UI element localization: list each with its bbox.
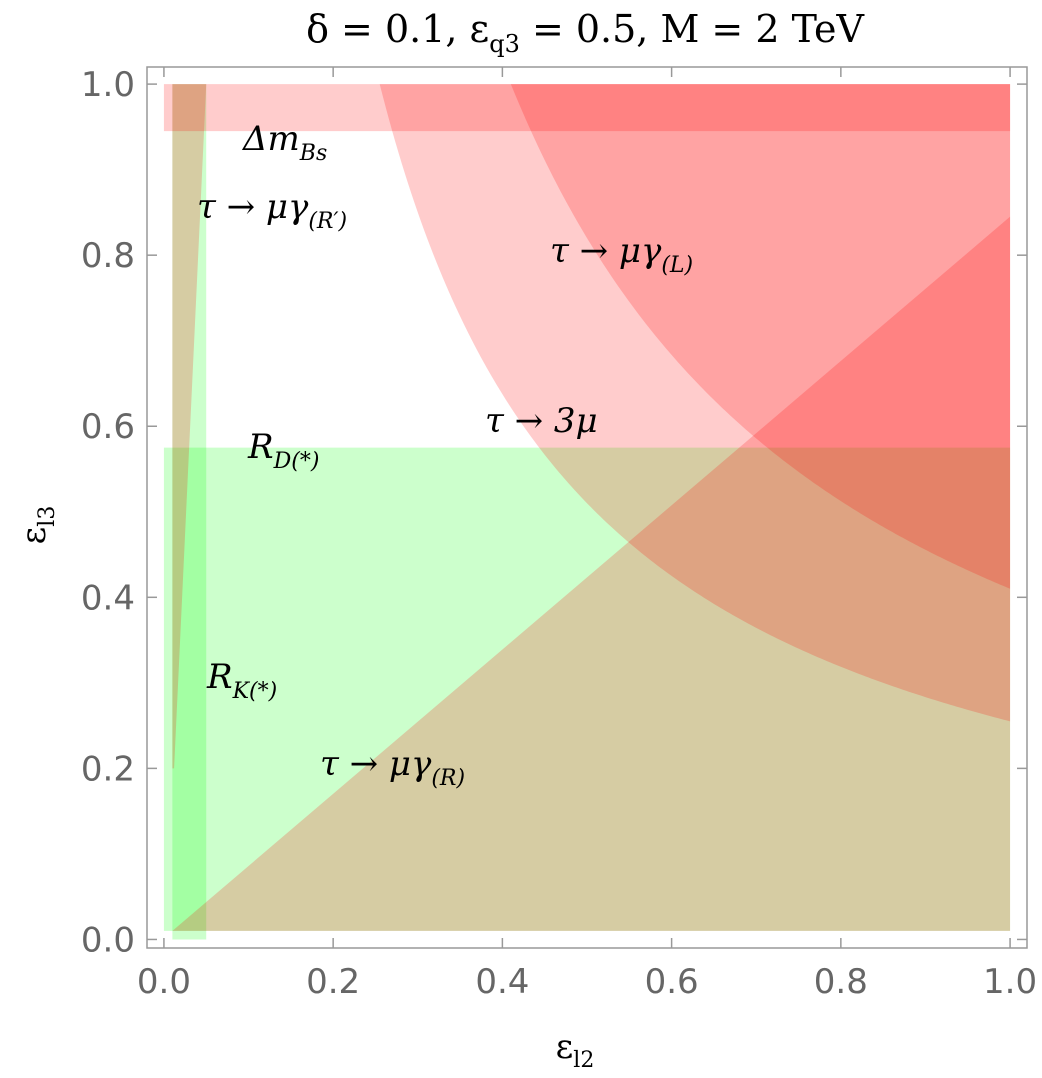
- region-label: τ → μγ(R): [320, 744, 465, 791]
- region-label: τ → μγ(L): [550, 231, 693, 278]
- y-tick-label: 0.0: [81, 920, 135, 960]
- region: [163, 447, 1011, 931]
- x-tick-label: 0.0: [137, 962, 191, 1002]
- region: [379, 84, 1011, 722]
- y-tick-label: 0.8: [81, 236, 135, 276]
- y-axis-label: εl3: [14, 506, 60, 545]
- label-text: R: [206, 657, 233, 697]
- y-label-sub: l3: [35, 506, 60, 527]
- x-tick-label: 0.8: [814, 962, 868, 1002]
- x-tick-label: 1.0: [983, 962, 1037, 1002]
- title-part: δ = 0.1, ε: [306, 7, 489, 51]
- label-text: τ → μγ: [197, 187, 309, 227]
- x-tick-label: 0.2: [306, 962, 360, 1002]
- y-tick-label: 1.0: [81, 65, 135, 105]
- x-tick-label: 0.6: [645, 962, 699, 1002]
- label-text: τ → μγ: [320, 744, 432, 784]
- chart-title: δ = 0.1, εq3 = 0.5, M = 2 TeV: [306, 7, 864, 58]
- region: [163, 84, 1011, 132]
- x-tick-label: 0.4: [475, 962, 529, 1002]
- x-axis-label: εl2: [556, 1027, 595, 1073]
- label-sub: (L): [661, 253, 693, 278]
- title-sub: q3: [489, 30, 520, 58]
- region: [172, 216, 1011, 931]
- y-tick-label: 0.4: [81, 578, 135, 618]
- region: [172, 84, 207, 940]
- region: [510, 84, 1011, 589]
- region-label: RK(*): [206, 657, 277, 704]
- title-part: = 0.5, M = 2 TeV: [520, 7, 865, 51]
- region-label: ΔmBs: [241, 119, 327, 166]
- label-sub: D(*): [273, 449, 320, 474]
- label-sub: Bs: [299, 141, 327, 166]
- x-label-sub: l2: [573, 1048, 594, 1073]
- label-text: τ → μγ: [550, 231, 662, 271]
- region: [172, 84, 207, 769]
- label-text: R: [247, 427, 274, 467]
- label-sub: K(*): [232, 679, 278, 704]
- label-text: τ → 3μ: [485, 401, 598, 441]
- x-label: ε: [556, 1027, 574, 1067]
- region-label: RD(*): [247, 427, 319, 474]
- y-tick-label: 0.2: [81, 749, 135, 789]
- y-label: ε: [14, 527, 54, 545]
- region-label: τ → 3μ: [485, 401, 598, 441]
- plot-frame: [146, 66, 1028, 949]
- label-sub: (R′): [308, 209, 347, 234]
- region-label: τ → μγ(R′): [197, 187, 347, 234]
- label-text: Δm: [241, 119, 300, 159]
- label-sub: (R): [431, 766, 465, 791]
- y-tick-label: 0.6: [81, 407, 135, 447]
